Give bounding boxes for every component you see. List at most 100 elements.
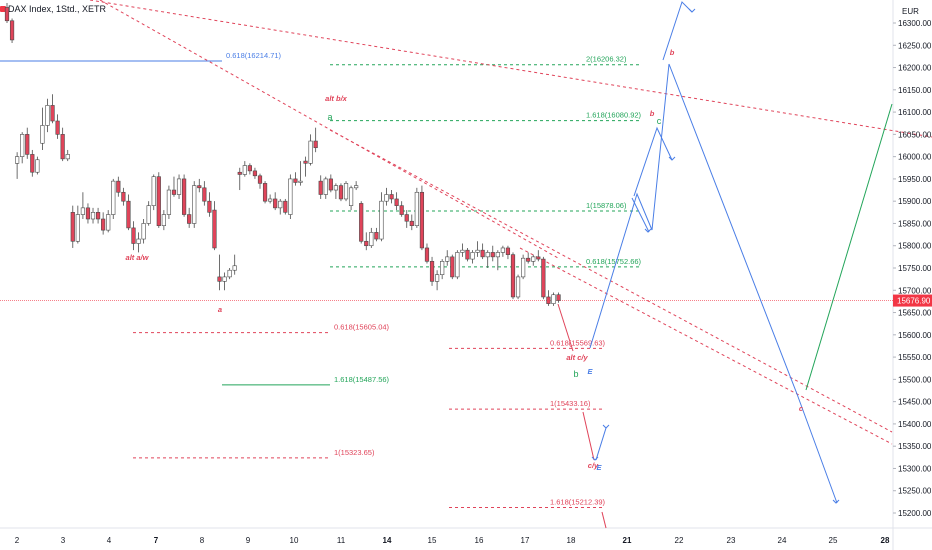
y-tick-label: 15650.00 — [898, 309, 932, 318]
candle-up — [75, 214, 80, 242]
projection-arrowhead — [688, 8, 696, 13]
candle-up — [15, 156, 20, 164]
candle-down — [364, 240, 369, 247]
wave-label: b — [670, 48, 675, 57]
candle-down — [4, 7, 10, 22]
projection-arrowhead — [591, 456, 599, 461]
x-tick-label: 10 — [290, 536, 299, 545]
x-tick-label: 22 — [675, 536, 684, 545]
candle-down — [30, 154, 35, 173]
candle-up — [348, 187, 354, 206]
wave-label: c — [657, 116, 662, 126]
candle-up — [111, 180, 116, 215]
projection-path-main — [589, 63, 838, 504]
candle-down — [273, 198, 278, 209]
candle-up — [298, 180, 303, 183]
candle-down — [429, 261, 435, 282]
candle-down — [490, 252, 495, 258]
chart-header: DAX Index, 1Std., XETR — [0, 4, 106, 14]
candlestick-series[interactable] — [4, 2, 561, 306]
candle-up — [166, 189, 172, 215]
x-tick-label: 2 — [15, 536, 20, 545]
x-tick-label: 11 — [337, 536, 346, 545]
candle-up — [414, 191, 419, 226]
candle-down — [257, 175, 263, 184]
candle-down — [546, 296, 551, 304]
fib-level-label: 1.618(15212.39) — [550, 497, 606, 506]
candle-down — [131, 227, 136, 244]
candle-down — [202, 187, 207, 202]
candle-up — [161, 214, 166, 226]
candle-down — [313, 140, 318, 149]
fib-level-label: 1.618(15487.56) — [334, 375, 390, 384]
candle-down — [121, 191, 126, 202]
time-axis[interactable]: 2 3 4 7 8 9 10 11 14 15 16 17 18 21 22 23 24 25 28 — [15, 536, 890, 545]
candle-up — [65, 154, 70, 160]
y-tick-label: 15350.00 — [898, 442, 932, 451]
wave-label: alt a/w — [126, 253, 150, 262]
x-tick-label: 28 — [881, 536, 890, 545]
candle-up — [80, 207, 85, 215]
wave-label: c/y — [588, 461, 599, 470]
wave-label: E — [587, 367, 593, 376]
candle-down — [293, 178, 298, 183]
currency-label: EUR — [902, 7, 919, 16]
wave-label: a — [327, 112, 332, 122]
candle-down — [283, 200, 288, 213]
candle-up — [521, 257, 526, 278]
fib-level-label: 1.618(16080.92) — [586, 111, 642, 120]
y-tick-label: 15400.00 — [898, 420, 932, 429]
y-tick-label: 15700.00 — [898, 286, 932, 295]
candle-down — [60, 134, 65, 160]
candle-up — [333, 185, 339, 191]
candle-down — [424, 247, 430, 262]
fibonacci-levels: 0.618(16214.71) 2(16206.32) 1.618(16080.92… — [0, 51, 642, 508]
fib-level-label: 1(15878.06) — [586, 201, 627, 210]
candle-up — [445, 256, 450, 262]
y-tick-label: 15300.00 — [898, 464, 932, 473]
last-price-tag — [893, 294, 932, 307]
x-tick-label: 21 — [623, 536, 632, 545]
y-tick-label: 15800.00 — [898, 242, 932, 251]
candle-down — [556, 294, 561, 301]
candle-up — [146, 205, 151, 224]
candle-up — [268, 198, 273, 202]
y-tick-label: 15250.00 — [898, 487, 932, 496]
candle-down — [505, 247, 511, 255]
candle-up — [323, 178, 328, 195]
candle-up — [354, 185, 359, 189]
candle-up — [232, 265, 237, 271]
candle-down — [510, 254, 516, 298]
candle-down — [359, 203, 364, 242]
x-tick-label: 16 — [475, 536, 484, 545]
last-price-label: 15676.90 — [897, 297, 931, 306]
candle-up — [379, 200, 384, 240]
trend-lines — [0, 0, 932, 445]
projection-path-red-2 — [582, 411, 595, 461]
candle-up — [136, 238, 141, 244]
y-tick-label: 15900.00 — [898, 197, 932, 206]
candle-down — [116, 180, 121, 193]
price-axis[interactable]: EUR 16300.00 16250.00 16200.00 16150.00 16100… — [893, 7, 932, 518]
candle-down — [303, 160, 308, 164]
projection-arrowhead — [644, 228, 652, 233]
candle-down — [262, 183, 268, 202]
projection-path-red — [557, 303, 574, 352]
candle-up — [176, 178, 182, 195]
candle-up — [434, 274, 440, 282]
projection-path-green — [805, 103, 893, 391]
descending-trend-line — [99, 0, 559, 259]
projection-arrowhead — [668, 156, 676, 161]
x-tick-label: 15 — [428, 536, 437, 545]
candle-down — [171, 189, 177, 195]
projection-path-branch-2 — [633, 126, 673, 197]
y-tick-label: 16250.00 — [898, 41, 932, 50]
candle-up — [369, 232, 374, 247]
channel-line-upper — [329, 129, 893, 433]
fib-level-label: 1(15433.16) — [550, 399, 591, 408]
x-tick-label: 9 — [246, 536, 251, 545]
candle-down — [394, 198, 399, 206]
candle-down — [197, 185, 202, 189]
x-tick-label: 14 — [383, 536, 392, 545]
